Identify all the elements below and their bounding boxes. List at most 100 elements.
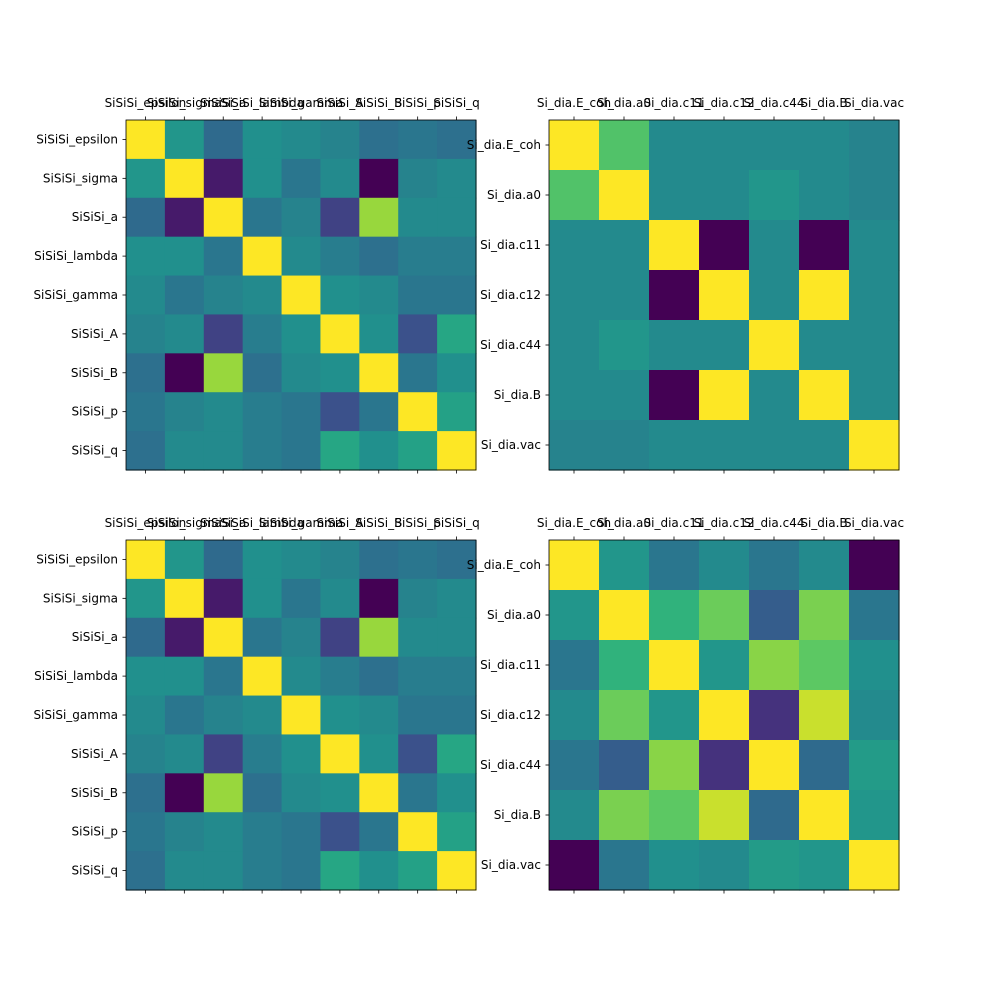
heatmap-cell-1-0 bbox=[126, 578, 166, 619]
heatmap-cell-5-2 bbox=[203, 314, 244, 354]
heatmap-cell-7-2 bbox=[203, 812, 244, 852]
heatmap-cell-5-5 bbox=[320, 314, 360, 354]
heatmap-panel-2: Si_dia.E_cohSi_dia.E_cohSi_dia.a0Si_dia.… bbox=[467, 96, 904, 474]
heatmap-cell-1-5 bbox=[799, 170, 850, 221]
heatmap-cell-0-7 bbox=[398, 540, 438, 580]
x-tick-label: SiSiSi_gamma bbox=[259, 96, 344, 110]
heatmap-cell-4-3 bbox=[699, 740, 750, 791]
heatmap-panel-4: Si_dia.E_cohSi_dia.E_cohSi_dia.a0Si_dia.… bbox=[467, 516, 904, 894]
heatmap-cell-1-6 bbox=[849, 170, 900, 221]
heatmap-cell-6-5 bbox=[320, 353, 360, 393]
heatmap-cell-8-1 bbox=[164, 431, 205, 471]
heatmap-cell-5-2 bbox=[649, 370, 700, 421]
heatmap-cell-6-0 bbox=[126, 773, 166, 813]
heatmap-cell-0-6 bbox=[849, 120, 900, 171]
heatmap-cell-0-1 bbox=[164, 540, 205, 580]
heatmap-cell-1-3 bbox=[242, 158, 283, 199]
y-tick-label: Si_dia.c11 bbox=[480, 238, 541, 252]
heatmap-cell-1-2 bbox=[203, 158, 244, 199]
heatmap-cell-1-5 bbox=[320, 158, 360, 199]
heatmap-cell-2-1 bbox=[164, 617, 205, 658]
heatmap-cell-1-0 bbox=[549, 590, 600, 641]
heatmap-cell-5-6 bbox=[849, 370, 900, 421]
heatmap-cell-3-4 bbox=[281, 236, 322, 277]
heatmap-cell-0-3 bbox=[242, 120, 283, 160]
heatmap-cell-4-1 bbox=[164, 275, 205, 316]
heatmap-cell-3-0 bbox=[549, 690, 600, 741]
heatmap-cell-2-2 bbox=[203, 197, 244, 238]
y-tick-label: Si_dia.E_coh bbox=[467, 138, 541, 152]
heatmap-cell-4-3 bbox=[699, 320, 750, 371]
heatmap-cell-1-4 bbox=[281, 158, 322, 199]
heatmap-cell-2-6 bbox=[849, 640, 900, 691]
x-tick-label: Si_dia.c12 bbox=[694, 96, 755, 110]
heatmap-cell-0-2 bbox=[203, 540, 244, 580]
heatmap-cell-8-1 bbox=[164, 851, 205, 891]
heatmap-cell-1-4 bbox=[749, 590, 800, 641]
y-tick-label: SiSiSi_a bbox=[72, 630, 118, 644]
heatmap-cell-0-0 bbox=[549, 540, 600, 591]
heatmap-cell-2-0 bbox=[126, 617, 166, 658]
heatmap-cell-5-5 bbox=[799, 790, 850, 841]
heatmap-cell-2-7 bbox=[398, 197, 438, 238]
heatmap-cell-5-0 bbox=[549, 790, 600, 841]
y-tick-label: SiSiSi_p bbox=[72, 825, 118, 839]
heatmap-cell-2-1 bbox=[599, 220, 650, 271]
heatmap-cell-6-6 bbox=[359, 353, 399, 393]
heatmap-cell-3-5 bbox=[320, 236, 360, 277]
heatmap-cell-6-7 bbox=[398, 353, 438, 393]
heatmap-cell-8-6 bbox=[359, 431, 399, 471]
heatmap-cell-2-1 bbox=[599, 640, 650, 691]
heatmap-cell-6-0 bbox=[549, 420, 600, 471]
heatmap-cell-4-0 bbox=[126, 695, 166, 736]
heatmap-cell-2-6 bbox=[359, 197, 399, 238]
y-tick-label: SiSiSi_gamma bbox=[33, 708, 118, 722]
heatmap-cell-3-6 bbox=[359, 236, 399, 277]
heatmap-cell-1-3 bbox=[699, 170, 750, 221]
heatmap-cell-2-2 bbox=[649, 220, 700, 271]
heatmap-cell-1-8 bbox=[437, 578, 477, 619]
y-tick-label: SiSiSi_lambda bbox=[34, 669, 118, 683]
heatmap-cell-2-1 bbox=[164, 197, 205, 238]
heatmap-panel-3: SiSiSi_epsilonSiSiSi_epsilonSiSiSi_sigma… bbox=[33, 516, 480, 894]
x-tick-label: Si_dia.c44 bbox=[744, 96, 805, 110]
heatmap-cell-6-0 bbox=[549, 840, 600, 891]
x-tick-label: Si_dia.a0 bbox=[597, 96, 651, 110]
heatmap-cell-2-3 bbox=[699, 220, 750, 271]
heatmap-cell-1-7 bbox=[398, 578, 438, 619]
heatmap-cell-4-2 bbox=[649, 320, 700, 371]
heatmap-cell-0-6 bbox=[359, 540, 399, 580]
heatmap-cell-2-5 bbox=[799, 640, 850, 691]
heatmap-cell-1-1 bbox=[599, 170, 650, 221]
heatmap-cell-6-2 bbox=[203, 773, 244, 813]
heatmap-cell-4-7 bbox=[398, 275, 438, 316]
heatmap-cell-1-5 bbox=[799, 590, 850, 641]
x-tick-label: SiSiSi_a bbox=[200, 516, 246, 530]
x-tick-label: SiSiSi_q bbox=[433, 96, 479, 110]
heatmap-cell-1-1 bbox=[164, 578, 205, 619]
heatmap-cell-7-0 bbox=[126, 392, 166, 432]
heatmap-cell-8-7 bbox=[398, 851, 438, 891]
y-tick-label: SiSiSi_sigma bbox=[43, 591, 118, 605]
heatmap-cell-1-4 bbox=[749, 170, 800, 221]
y-tick-label: SiSiSi_sigma bbox=[43, 171, 118, 185]
heatmap-cell-8-2 bbox=[203, 851, 244, 891]
heatmap-cell-2-4 bbox=[281, 617, 322, 658]
heatmap-cell-0-4 bbox=[281, 540, 322, 580]
heatmap-cell-2-0 bbox=[549, 640, 600, 691]
heatmap-cell-4-1 bbox=[164, 695, 205, 736]
x-tick-label: Si_dia.E_coh bbox=[537, 96, 611, 110]
heatmap-cell-2-0 bbox=[126, 197, 166, 238]
heatmap-cell-4-5 bbox=[799, 320, 850, 371]
heatmap-cell-0-0 bbox=[549, 120, 600, 171]
y-tick-label: Si_dia.E_coh bbox=[467, 558, 541, 572]
heatmap-cell-4-5 bbox=[320, 695, 360, 736]
heatmap-cell-1-2 bbox=[203, 578, 244, 619]
heatmap-cell-4-6 bbox=[849, 740, 900, 791]
heatmap-cell-5-8 bbox=[437, 314, 477, 354]
heatmap-cell-4-5 bbox=[799, 740, 850, 791]
y-tick-label: Si_dia.vac bbox=[481, 858, 541, 872]
heatmap-cell-4-4 bbox=[281, 275, 322, 316]
heatmap-cell-4-4 bbox=[749, 320, 800, 371]
heatmap-cell-0-1 bbox=[164, 120, 205, 160]
